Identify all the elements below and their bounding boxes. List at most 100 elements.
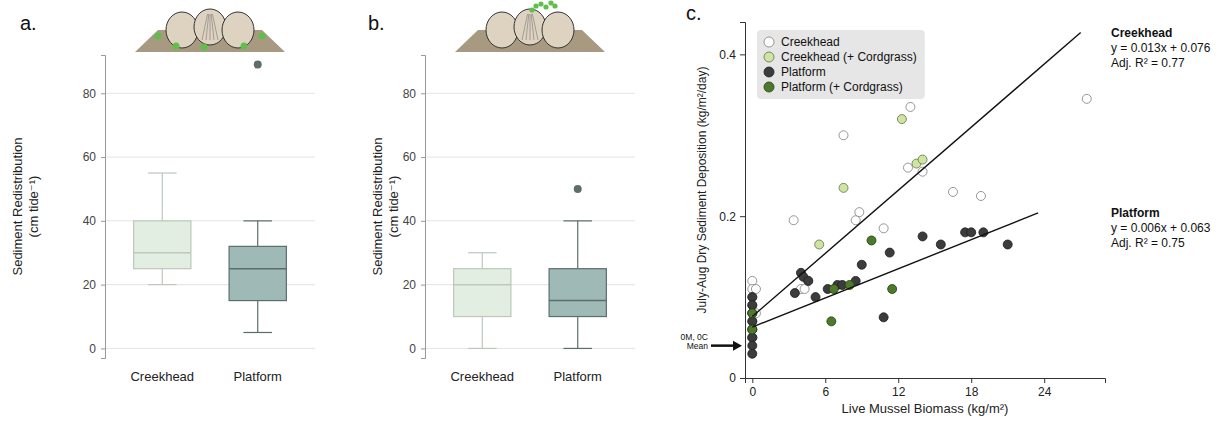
grid-line (425, 220, 635, 221)
axis-title-line: (cm tide⁻¹) (26, 176, 41, 238)
icon-shell (222, 12, 254, 48)
point (885, 248, 894, 257)
icon-shell (542, 12, 574, 48)
point (815, 240, 824, 249)
legend-label: Creekhead (+ Cordgrass) (781, 50, 917, 64)
median (454, 284, 511, 286)
tick-label: 0 (749, 385, 756, 399)
box (549, 269, 606, 317)
icon-dot (533, 3, 538, 8)
tick-label: Platform (554, 369, 602, 384)
tick: 60 (403, 150, 425, 164)
tick-label: 0.4 (719, 48, 736, 62)
icon-shell-line (210, 14, 211, 40)
tick-label: Platform (234, 369, 282, 384)
tick: Creekhead (130, 369, 194, 384)
tick: 24 (1038, 378, 1052, 399)
median (134, 252, 191, 254)
tick-label: 80 (83, 87, 97, 101)
outlier (574, 185, 582, 193)
tick-label: 40 (403, 214, 417, 228)
box (229, 246, 286, 300)
tick: 0 (89, 342, 105, 356)
tick-mark (421, 93, 425, 94)
point (918, 155, 927, 164)
point (748, 333, 757, 342)
axis: 020406080 (83, 56, 106, 359)
icon-shell (194, 9, 226, 45)
fit-r2: Adj. R² = 0.77 (1111, 56, 1185, 70)
tick: Creekhead (450, 369, 514, 384)
whisker (482, 253, 483, 269)
axis-title: July-Aug Dry Sediment Deposition (kg/m²/… (695, 67, 709, 314)
grid-line (425, 348, 635, 349)
point (748, 293, 757, 302)
point (827, 317, 836, 326)
point (1082, 94, 1091, 103)
series (748, 228, 1012, 358)
tick-label: 24 (1038, 385, 1052, 399)
series (748, 94, 1091, 342)
tick-label: 0 (89, 342, 96, 356)
point (857, 260, 866, 269)
tick: 12 (892, 378, 906, 399)
grid-line (105, 157, 315, 158)
fit-equation: y = 0.013x + 0.076 (1111, 41, 1211, 55)
icon-shell (486, 12, 518, 48)
icon-shell-line (206, 14, 209, 40)
icon-shell-line (522, 14, 528, 40)
tick-label: 18 (965, 385, 979, 399)
icon (135, 9, 285, 52)
box-group (454, 253, 511, 349)
point (804, 276, 813, 285)
point (790, 289, 799, 298)
tick: 20 (403, 278, 425, 292)
point (748, 293, 757, 302)
icon-shell-line (211, 14, 214, 40)
whisker-cap (563, 220, 592, 221)
axis-title-line: Sediment Redistribution (370, 137, 385, 275)
grid-line (105, 348, 315, 349)
whisker (257, 301, 258, 333)
axis-title: Sediment Redistribution(cm tide⁻¹) (10, 137, 41, 275)
tick: 0 (409, 342, 425, 356)
tick-mark (101, 285, 105, 286)
point (804, 276, 813, 285)
whisker-cap (468, 252, 497, 253)
grid-line (425, 93, 635, 94)
median (549, 300, 606, 302)
legend-box (757, 30, 925, 99)
point (751, 285, 760, 294)
point (906, 102, 915, 111)
median (229, 268, 286, 270)
legend-label: Platform (+ Cordgrass) (781, 80, 903, 94)
grid-line (425, 157, 635, 158)
grid-line (105, 93, 315, 94)
whisker-cap (243, 332, 272, 333)
box-group (549, 185, 606, 348)
icon-dot (552, 3, 557, 8)
tick-label: 0 (729, 371, 736, 385)
grid (105, 93, 315, 348)
fit-name: Platform (1111, 206, 1160, 220)
icon-shell-line (526, 14, 529, 40)
icon-shell-line (530, 14, 531, 40)
fit-r2: Adj. R² = 0.75 (1111, 236, 1185, 250)
panel-label: b. (368, 12, 385, 34)
annotation-line: Mean (687, 341, 709, 351)
tick-label: Creekhead (450, 369, 514, 384)
tick-mark (421, 221, 425, 222)
icon (455, 0, 605, 52)
tick-mark (101, 221, 105, 222)
tick-mark (101, 348, 105, 349)
point (867, 236, 876, 245)
box-group (229, 61, 286, 333)
tick: 40 (83, 214, 105, 228)
point (748, 349, 757, 358)
icon-dot (543, 4, 548, 9)
axis-title-line: Sediment Redistribution (10, 137, 25, 275)
point (748, 333, 757, 342)
tick: 0 (729, 371, 745, 385)
tick-mark (825, 378, 826, 383)
tick: Platform (234, 369, 282, 384)
